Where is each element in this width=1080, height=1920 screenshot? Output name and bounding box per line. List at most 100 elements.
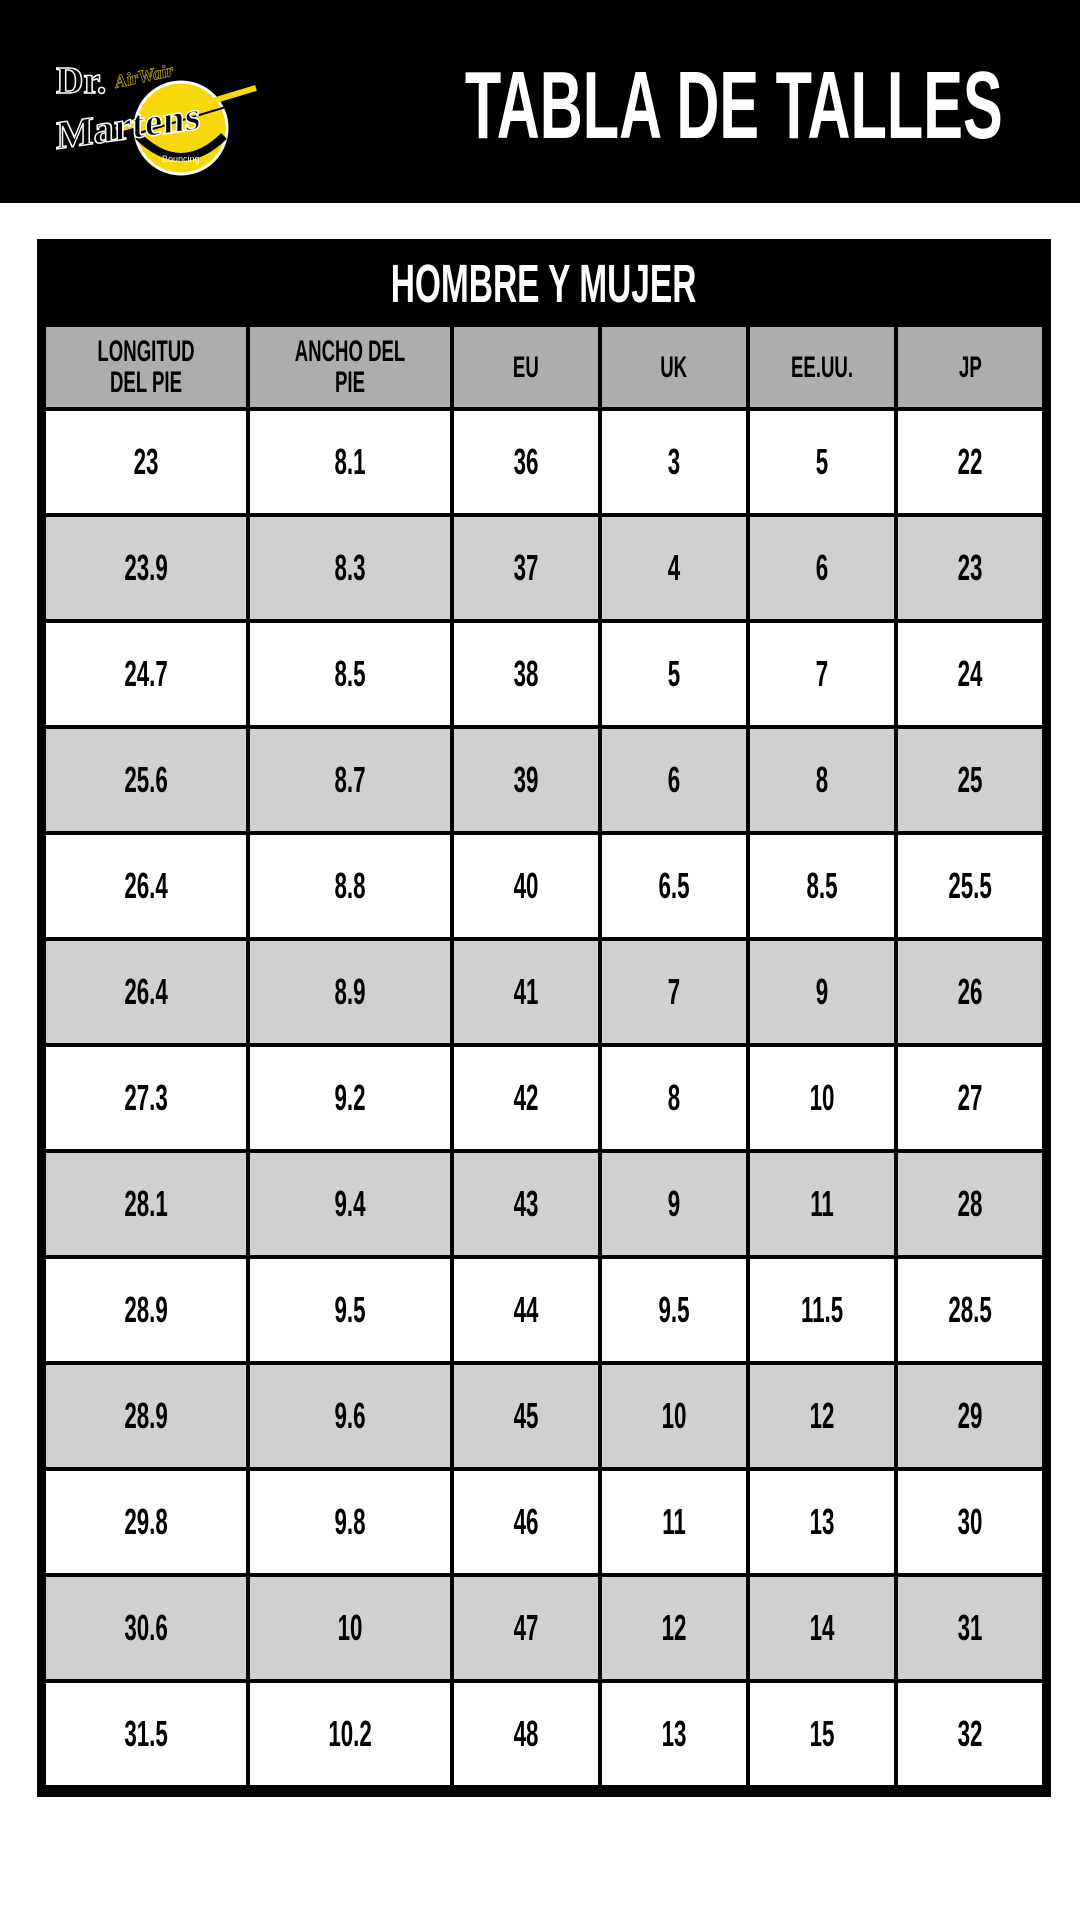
cell-value: 25.6 <box>124 759 168 800</box>
cell-eu: 43 <box>454 1153 598 1255</box>
cell-value: 8.8 <box>334 865 366 906</box>
cell-value: 4 <box>667 547 681 588</box>
cell-value: 14 <box>809 1607 835 1648</box>
cell-jp: 25.5 <box>898 835 1042 937</box>
cell-longitud: 27.3 <box>46 1047 246 1149</box>
cell-uk: 9.5 <box>602 1259 746 1361</box>
column-header-label: EU <box>513 350 539 384</box>
cell-value: 8 <box>815 759 829 800</box>
header-bar: Dr. Martens AirWair Bouncing TABLA DE TA… <box>0 0 1080 203</box>
cell-value: 9 <box>667 1183 681 1224</box>
size-table: HOMBRE Y MUJER LONGITUD DEL PIE ANCHO DEL… <box>37 239 1051 1797</box>
table-title-text: HOMBRE Y MUJER <box>391 254 697 314</box>
column-header-eu: EU <box>454 327 598 407</box>
cell-ancho: 9.5 <box>250 1259 450 1361</box>
cell-value: 6 <box>667 759 681 800</box>
cell-value: 28.5 <box>948 1289 992 1330</box>
cell-eeuu: 12 <box>750 1365 894 1467</box>
cell-value: 10 <box>337 1607 363 1648</box>
cell-value: 13 <box>809 1501 835 1542</box>
cell-uk: 8 <box>602 1047 746 1149</box>
cell-value: 47 <box>513 1607 539 1648</box>
cell-longitud: 28.1 <box>46 1153 246 1255</box>
cell-value: 22 <box>957 441 983 482</box>
cell-value: 24 <box>957 653 983 694</box>
cell-longitud: 30.6 <box>46 1577 246 1679</box>
cell-value: 9 <box>815 971 829 1012</box>
cell-longitud: 25.6 <box>46 729 246 831</box>
cell-value: 10 <box>661 1395 687 1436</box>
cell-value: 25 <box>957 759 983 800</box>
cell-value: 6.5 <box>658 865 690 906</box>
cell-ancho: 10.2 <box>250 1683 450 1785</box>
cell-value: 11 <box>662 1501 686 1542</box>
cell-jp: 29 <box>898 1365 1042 1467</box>
cell-jp: 30 <box>898 1471 1042 1573</box>
column-header-label: UK <box>660 350 688 384</box>
column-header-jp: JP <box>898 327 1042 407</box>
cell-value: 11 <box>810 1183 834 1224</box>
cell-value: 30.6 <box>124 1607 168 1648</box>
cell-eeuu: 7 <box>750 623 894 725</box>
cell-eeuu: 10 <box>750 1047 894 1149</box>
cell-value: 3 <box>667 441 681 482</box>
table-title: HOMBRE Y MUJER <box>37 239 1051 325</box>
cell-jp: 28.5 <box>898 1259 1042 1361</box>
cell-value: 23 <box>133 441 159 482</box>
cell-value: 44 <box>513 1289 539 1330</box>
cell-eu: 39 <box>454 729 598 831</box>
cell-uk: 6 <box>602 729 746 831</box>
cell-value: 23.9 <box>124 547 168 588</box>
cell-eeuu: 9 <box>750 941 894 1043</box>
cell-value: 23 <box>957 547 983 588</box>
cell-value: 37 <box>513 547 539 588</box>
cell-value: 45 <box>513 1395 539 1436</box>
cell-value: 30 <box>957 1501 983 1542</box>
cell-value: 11.5 <box>800 1289 844 1330</box>
cell-value: 25.5 <box>948 865 992 906</box>
cell-longitud: 23 <box>46 411 246 513</box>
cell-uk: 3 <box>602 411 746 513</box>
cell-uk: 13 <box>602 1683 746 1785</box>
cell-uk: 4 <box>602 517 746 619</box>
cell-eu: 36 <box>454 411 598 513</box>
cell-eu: 42 <box>454 1047 598 1149</box>
cell-value: 29 <box>957 1395 983 1436</box>
cell-longitud: 26.4 <box>46 941 246 1043</box>
cell-ancho: 8.1 <box>250 411 450 513</box>
cell-value: 10.2 <box>328 1713 372 1754</box>
cell-value: 9.5 <box>658 1289 690 1330</box>
cell-eu: 38 <box>454 623 598 725</box>
cell-value: 5 <box>667 653 681 694</box>
cell-ancho: 8.5 <box>250 623 450 725</box>
cell-value: 43 <box>513 1183 539 1224</box>
cell-jp: 32 <box>898 1683 1042 1785</box>
cell-ancho: 9.8 <box>250 1471 450 1573</box>
cell-value: 27.3 <box>124 1077 168 1118</box>
cell-ancho: 8.3 <box>250 517 450 619</box>
cell-jp: 22 <box>898 411 1042 513</box>
column-header-uk: UK <box>602 327 746 407</box>
cell-value: 28.9 <box>124 1289 168 1330</box>
cell-ancho: 8.7 <box>250 729 450 831</box>
cell-longitud: 29.8 <box>46 1471 246 1573</box>
cell-jp: 26 <box>898 941 1042 1043</box>
cell-uk: 7 <box>602 941 746 1043</box>
cell-value: 6 <box>815 547 829 588</box>
cell-value: 12 <box>809 1395 835 1436</box>
cell-eu: 41 <box>454 941 598 1043</box>
cell-eeuu: 13 <box>750 1471 894 1573</box>
cell-uk: 9 <box>602 1153 746 1255</box>
cell-value: 38 <box>513 653 539 694</box>
cell-eu: 47 <box>454 1577 598 1679</box>
cell-value: 26.4 <box>124 971 168 1012</box>
cell-longitud: 23.9 <box>46 517 246 619</box>
cell-ancho: 9.6 <box>250 1365 450 1467</box>
cell-value: 28.9 <box>124 1395 168 1436</box>
cell-jp: 27 <box>898 1047 1042 1149</box>
cell-value: 26 <box>957 971 983 1012</box>
cell-eu: 44 <box>454 1259 598 1361</box>
cell-value: 12 <box>661 1607 687 1648</box>
cell-value: 32 <box>957 1713 983 1754</box>
cell-jp: 28 <box>898 1153 1042 1255</box>
